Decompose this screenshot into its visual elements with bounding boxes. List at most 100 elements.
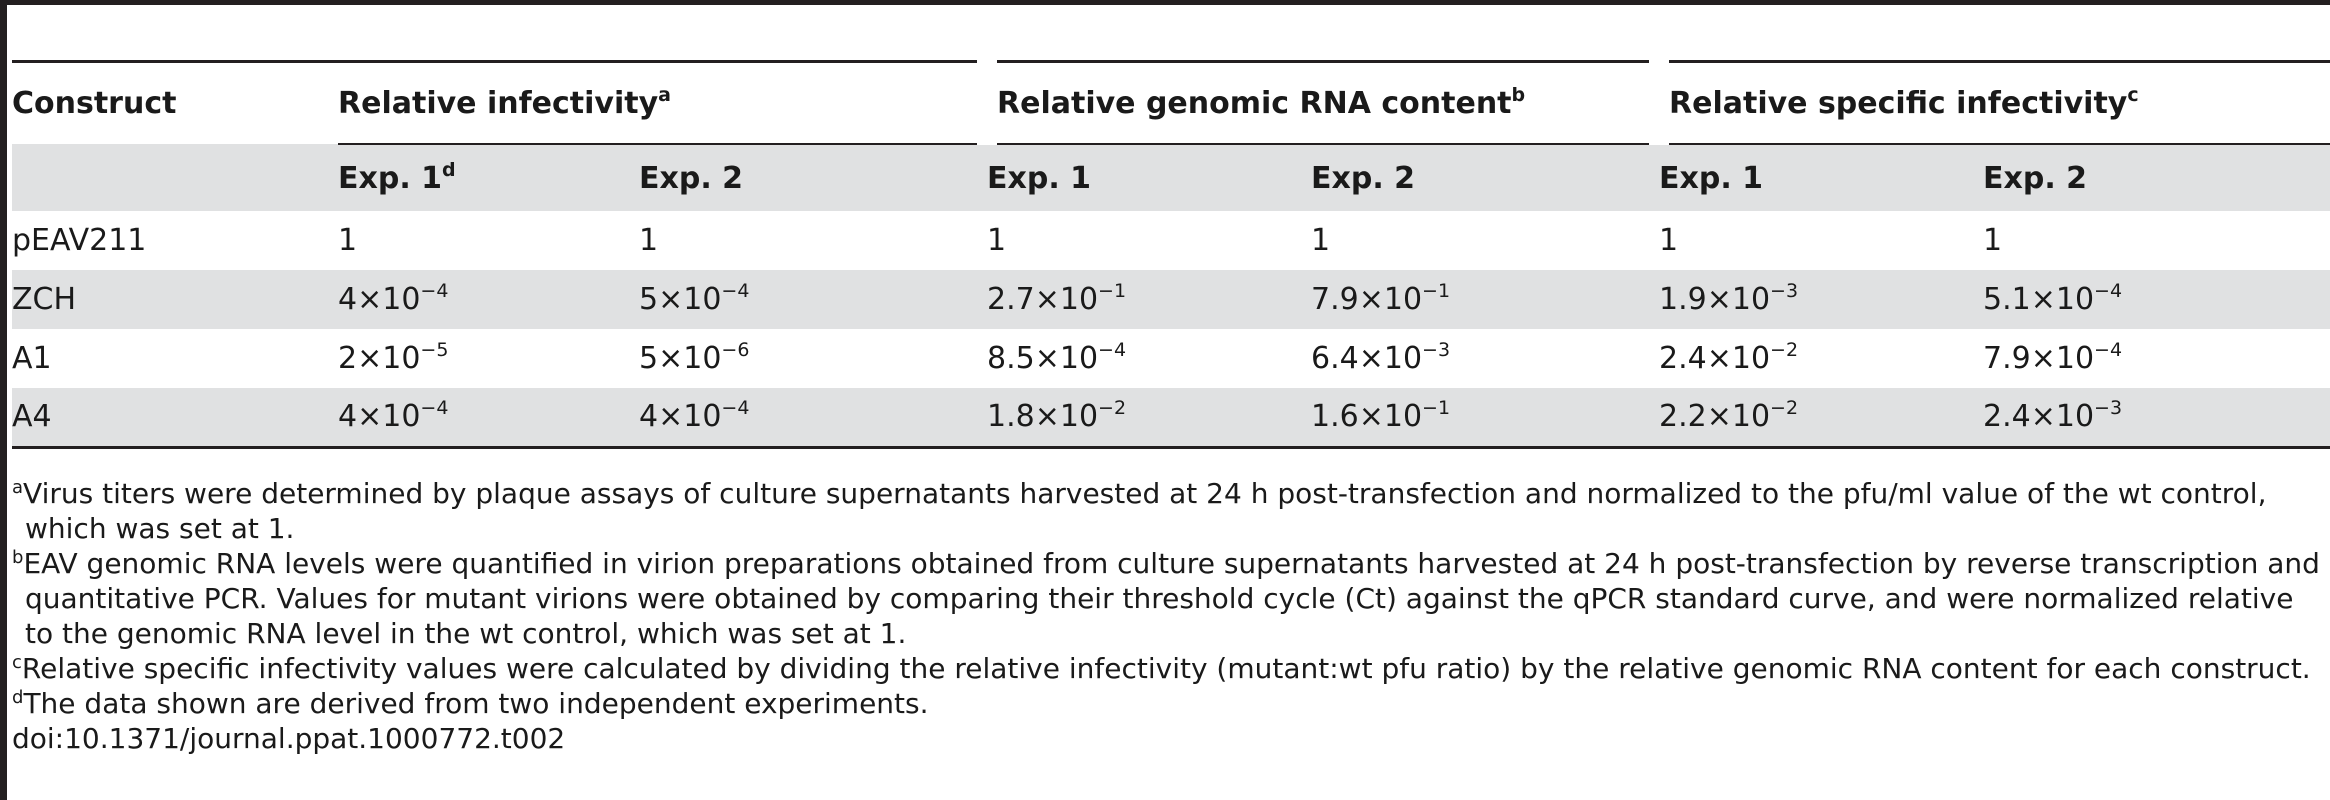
value-cell: 1	[1311, 211, 1659, 270]
footnote-mark: c	[12, 652, 22, 673]
footnote-text: The data shown are derived from two inde…	[23, 687, 929, 720]
value-mantissa: 1	[1659, 223, 1679, 258]
value-exponent: −2	[1770, 397, 1799, 420]
value-exponent: −1	[1422, 397, 1451, 420]
value-mantissa: 5	[639, 341, 659, 376]
footnote-mark: b	[1511, 83, 1526, 106]
subheader-exp: Exp. 2	[1311, 144, 1659, 211]
value-exponent: −4	[420, 280, 449, 302]
value-times-ten: ×10	[1034, 399, 1099, 435]
table-body: pEAV211 1 1 1 1 1 1 ZCH 4×10−4 5×10−4 2.7×10−1 7.9×…	[12, 211, 2330, 449]
value-times-ten: ×10	[1034, 282, 1099, 317]
value-mantissa: 1.9	[1659, 282, 1707, 317]
value-cell: 2.4×10−2	[1659, 329, 1983, 388]
value-cell: 2.7×10−1	[987, 270, 1311, 329]
value-mantissa: 2.4	[1659, 341, 1707, 376]
value-times-ten: ×10	[2030, 341, 2095, 376]
value-times-ten: ×10	[658, 282, 722, 317]
table-row: pEAV211 1 1 1 1 1 1	[12, 211, 2330, 270]
value-mantissa: 2.4	[1983, 399, 2031, 435]
group-header-relative-infectivity: Relative infectivitya	[338, 60, 987, 145]
table-row: A4 4×10−4 4×10−4 1.8×10−2 1.6×10−1 2.2×10−2 2.…	[12, 388, 2330, 449]
value-exponent: −6	[721, 339, 750, 361]
value-times-ten: ×10	[658, 341, 722, 376]
footnote-mark: a	[12, 477, 24, 498]
value-exponent: −4	[420, 397, 449, 420]
table-row: ZCH 4×10−4 5×10−4 2.7×10−1 7.9×10−1 1.9×10−3 5…	[12, 270, 2330, 329]
doi-link[interactable]: doi:10.1371/journal.ppat.1000772.t002	[12, 722, 566, 755]
value-mantissa: 5	[639, 282, 659, 317]
value-times-ten: ×10	[2030, 282, 2095, 317]
subheader-exp: Exp. 2	[1983, 144, 2330, 211]
subheader-label: Exp. 1	[1659, 160, 1764, 196]
construct-header: Construct	[12, 60, 338, 144]
table-row: A1 2×10−5 5×10−6 8.5×10−4 6.4×10−3 2.4×10−2 7.…	[12, 329, 2330, 388]
left-border	[0, 0, 7, 800]
group-header-label: Relative specific infectivity	[1669, 85, 2128, 121]
value-mantissa: 8.5	[987, 341, 1035, 376]
top-border	[0, 0, 2330, 5]
value-cell: 2.2×10−2	[1659, 388, 1983, 449]
value-times-ten: ×10	[357, 341, 421, 376]
footnote: bEAV genomic RNA levels were quantified …	[12, 546, 2330, 651]
table-subheader-row: Exp. 1d Exp. 2 Exp. 1 Exp. 2 Exp. 1 Exp.…	[12, 144, 2330, 211]
footnote: cRelative specific infectivity values we…	[12, 651, 2330, 686]
value-exponent: −2	[1770, 339, 1799, 361]
value-cell: 1	[1983, 211, 2330, 270]
footnote: dThe data shown are derived from two ind…	[12, 686, 2330, 721]
value-mantissa: 4	[639, 399, 659, 435]
value-mantissa: 1	[338, 223, 358, 258]
value-exponent: −4	[721, 280, 750, 302]
value-times-ten: ×10	[1706, 282, 1771, 317]
subheader-label: Exp. 2	[1983, 160, 2088, 196]
footnote-mark: d	[12, 687, 24, 708]
value-mantissa: 2.2	[1659, 399, 1707, 435]
footnote-text: EAV genomic RNA levels were quantified i…	[23, 547, 2320, 650]
value-exponent: −3	[1770, 280, 1799, 302]
value-exponent: −3	[2094, 397, 2123, 420]
value-exponent: −4	[1098, 339, 1127, 361]
value-cell: 1.6×10−1	[1311, 388, 1659, 449]
value-times-ten: ×10	[1706, 399, 1771, 435]
table-footnotes: aVirus titers were determined by plaque …	[12, 476, 2330, 756]
value-mantissa: 5.1	[1983, 282, 2031, 317]
value-cell: 5×10−6	[639, 329, 987, 388]
value-cell: 1	[1659, 211, 1983, 270]
value-exponent: −1	[1422, 280, 1451, 302]
value-exponent: −5	[420, 339, 449, 361]
value-cell: 2.4×10−3	[1983, 388, 2330, 449]
value-mantissa: 1	[639, 223, 659, 258]
value-exponent: −2	[1098, 397, 1127, 420]
footnote: aVirus titers were determined by plaque …	[12, 476, 2330, 546]
value-cell: 4×10−4	[639, 388, 987, 449]
value-exponent: −3	[1422, 339, 1451, 361]
value-cell: 4×10−4	[338, 270, 639, 329]
value-mantissa: 1	[987, 223, 1007, 258]
construct-cell: A1	[12, 341, 52, 376]
subheader-exp: Exp. 1d	[338, 144, 639, 211]
value-cell: 1.8×10−2	[987, 388, 1311, 449]
value-times-ten: ×10	[1358, 282, 1423, 317]
value-cell: 2×10−5	[338, 329, 639, 388]
value-times-ten: ×10	[1358, 399, 1423, 435]
value-mantissa: 4	[338, 282, 358, 317]
value-times-ten: ×10	[2030, 399, 2095, 435]
value-cell: 1	[639, 211, 987, 270]
subheader-exp: Exp. 2	[639, 144, 987, 211]
value-mantissa: 1	[1983, 223, 2003, 258]
data-table: Construct Relative infectivitya Relative…	[12, 60, 2330, 449]
value-mantissa: 6.4	[1311, 341, 1359, 376]
group-header-label: Relative infectivity	[338, 85, 659, 121]
value-times-ten: ×10	[1706, 341, 1771, 376]
value-mantissa: 4	[338, 399, 358, 435]
value-cell: 1	[338, 211, 639, 270]
subheader-label: Exp. 2	[1311, 160, 1416, 196]
value-cell: 4×10−4	[338, 388, 639, 449]
subheader-exp: Exp. 1	[1659, 144, 1983, 211]
value-mantissa: 2.7	[987, 282, 1035, 317]
group-header-label: Relative genomic RNA content	[997, 85, 1512, 121]
group-header-relative-specific-infectivity: Relative specific infectivityc	[1648, 60, 2330, 145]
value-cell: 5.1×10−4	[1983, 270, 2330, 329]
value-cell: 8.5×10−4	[987, 329, 1311, 388]
table-header-row: Construct Relative infectivitya Relative…	[12, 60, 2330, 145]
